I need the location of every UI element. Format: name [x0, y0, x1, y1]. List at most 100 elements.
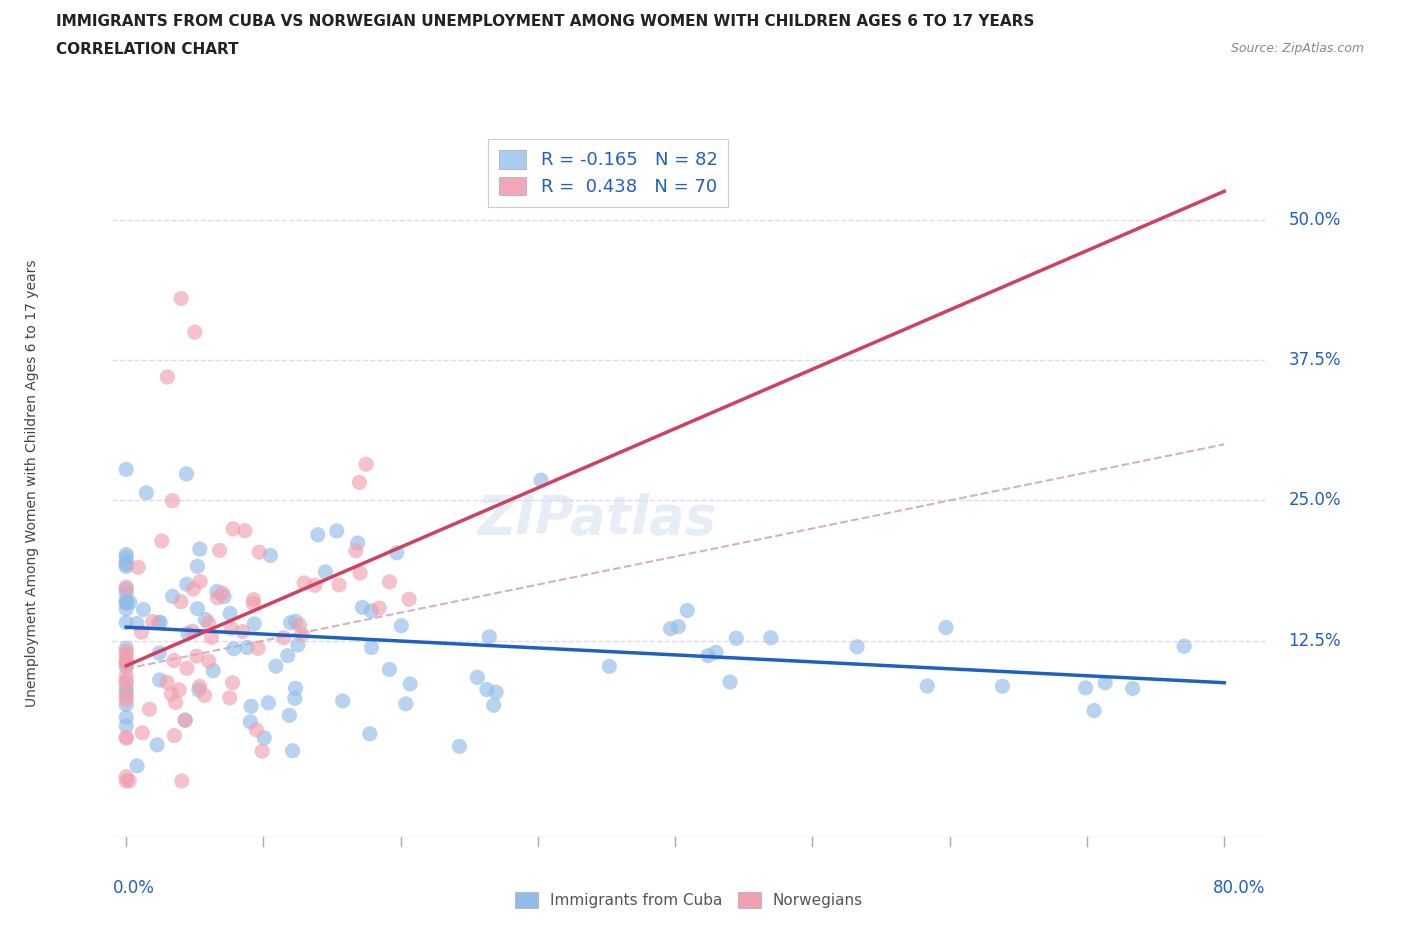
Point: [530, 472, 553, 487]
Point: [115, 554, 138, 569]
Point: [188, 574, 211, 589]
Point: [359, 726, 381, 741]
Point: [163, 728, 186, 743]
Point: [1122, 681, 1144, 696]
Point: [250, 744, 273, 759]
Point: [197, 654, 219, 669]
Point: [205, 584, 228, 599]
Point: [219, 606, 242, 621]
Point: [485, 684, 508, 699]
Text: IMMIGRANTS FROM CUBA VS NORWEGIAN UNEMPLOYMENT AMONG WOMEN WITH CHILDREN AGES 6 : IMMIGRANTS FROM CUBA VS NORWEGIAN UNEMPL…: [56, 14, 1035, 29]
Point: [181, 624, 204, 639]
Point: [115, 659, 138, 674]
Point: [1173, 639, 1195, 654]
Text: 0.0%: 0.0%: [112, 880, 155, 897]
Point: [115, 644, 138, 659]
Point: [115, 593, 138, 608]
Point: [304, 578, 326, 592]
Point: [150, 534, 173, 549]
Point: [222, 522, 245, 537]
Point: [127, 560, 149, 575]
Point: [232, 624, 254, 639]
Point: [704, 645, 727, 660]
Point: [115, 654, 138, 669]
Point: [328, 578, 350, 592]
Point: [288, 618, 311, 632]
Point: [349, 565, 371, 580]
Point: [218, 690, 240, 705]
Point: [243, 617, 266, 631]
Point: [378, 575, 401, 590]
Text: ZIPatlas: ZIPatlas: [477, 493, 716, 545]
Point: [247, 545, 270, 560]
Point: [284, 681, 307, 696]
Point: [131, 625, 153, 640]
Point: [659, 621, 682, 636]
Point: [208, 543, 231, 558]
Point: [349, 475, 371, 490]
Point: [284, 614, 307, 629]
Point: [115, 557, 138, 572]
Point: [264, 658, 287, 673]
Point: [482, 698, 505, 712]
Point: [245, 723, 267, 737]
Point: [149, 615, 172, 630]
Point: [278, 708, 301, 723]
Point: [115, 641, 138, 656]
Point: [115, 675, 138, 690]
Point: [165, 695, 187, 710]
Point: [935, 620, 957, 635]
Point: [236, 640, 259, 655]
Point: [186, 649, 208, 664]
Point: [385, 545, 408, 560]
Point: [368, 601, 391, 616]
Point: [184, 325, 207, 339]
Point: [247, 641, 270, 656]
Point: [115, 462, 138, 477]
Point: [115, 550, 138, 565]
Text: 37.5%: 37.5%: [1288, 352, 1341, 369]
Point: [115, 681, 138, 696]
Point: [162, 589, 184, 604]
Point: [291, 627, 314, 642]
Point: [759, 631, 782, 645]
Point: [194, 612, 217, 627]
Point: [360, 640, 382, 655]
Point: [188, 679, 211, 694]
Legend: Immigrants from Cuba, Norwegians: Immigrants from Cuba, Norwegians: [509, 886, 869, 914]
Point: [186, 601, 208, 616]
Point: [149, 672, 172, 687]
Point: [253, 730, 276, 745]
Point: [211, 586, 233, 601]
Point: [284, 691, 307, 706]
Point: [212, 590, 235, 604]
Text: 25.0%: 25.0%: [1288, 491, 1341, 510]
Point: [138, 702, 160, 717]
Point: [118, 774, 141, 789]
Point: [277, 648, 299, 663]
Point: [354, 457, 377, 472]
Text: Unemployment Among Women with Children Ages 6 to 17 years: Unemployment Among Women with Children A…: [25, 259, 39, 708]
Point: [242, 596, 264, 611]
Point: [344, 543, 367, 558]
Point: [115, 774, 138, 789]
Point: [162, 493, 184, 508]
Point: [598, 659, 620, 674]
Point: [115, 688, 138, 703]
Point: [1083, 703, 1105, 718]
Point: [176, 467, 198, 482]
Point: [449, 739, 471, 754]
Point: [314, 565, 336, 579]
Point: [287, 637, 309, 652]
Point: [239, 714, 262, 729]
Point: [131, 725, 153, 740]
Point: [676, 603, 699, 618]
Point: [395, 697, 418, 711]
Point: [148, 645, 170, 660]
Point: [389, 618, 412, 633]
Point: [718, 674, 741, 689]
Point: [115, 731, 138, 746]
Point: [202, 663, 225, 678]
Point: [378, 662, 401, 677]
Point: [115, 653, 138, 668]
